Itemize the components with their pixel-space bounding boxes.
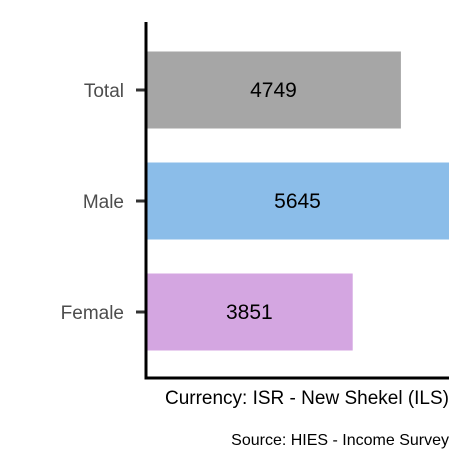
- x-axis-title: Currency: ISR - New Shekel (ILS): [165, 388, 449, 409]
- bar-total: [146, 51, 401, 129]
- bar-value-label: 5645: [274, 190, 321, 213]
- bar-female: [146, 273, 353, 351]
- bar-value-label: 3851: [226, 301, 273, 324]
- bar-male: [146, 162, 449, 240]
- bar-value-label: 4749: [250, 79, 297, 102]
- bar-labels-group: 4749 5645 3851: [226, 79, 321, 324]
- y-tick-label: Total: [84, 81, 124, 102]
- bars-group: [146, 51, 449, 351]
- source-caption: Source: HIES - Income Survey: [231, 432, 449, 449]
- y-ticks-group: [136, 88, 146, 314]
- y-tick-labels-group: Total Male Female: [61, 81, 124, 324]
- y-tick-label: Male: [83, 192, 124, 213]
- y-tick-label: Female: [61, 303, 124, 324]
